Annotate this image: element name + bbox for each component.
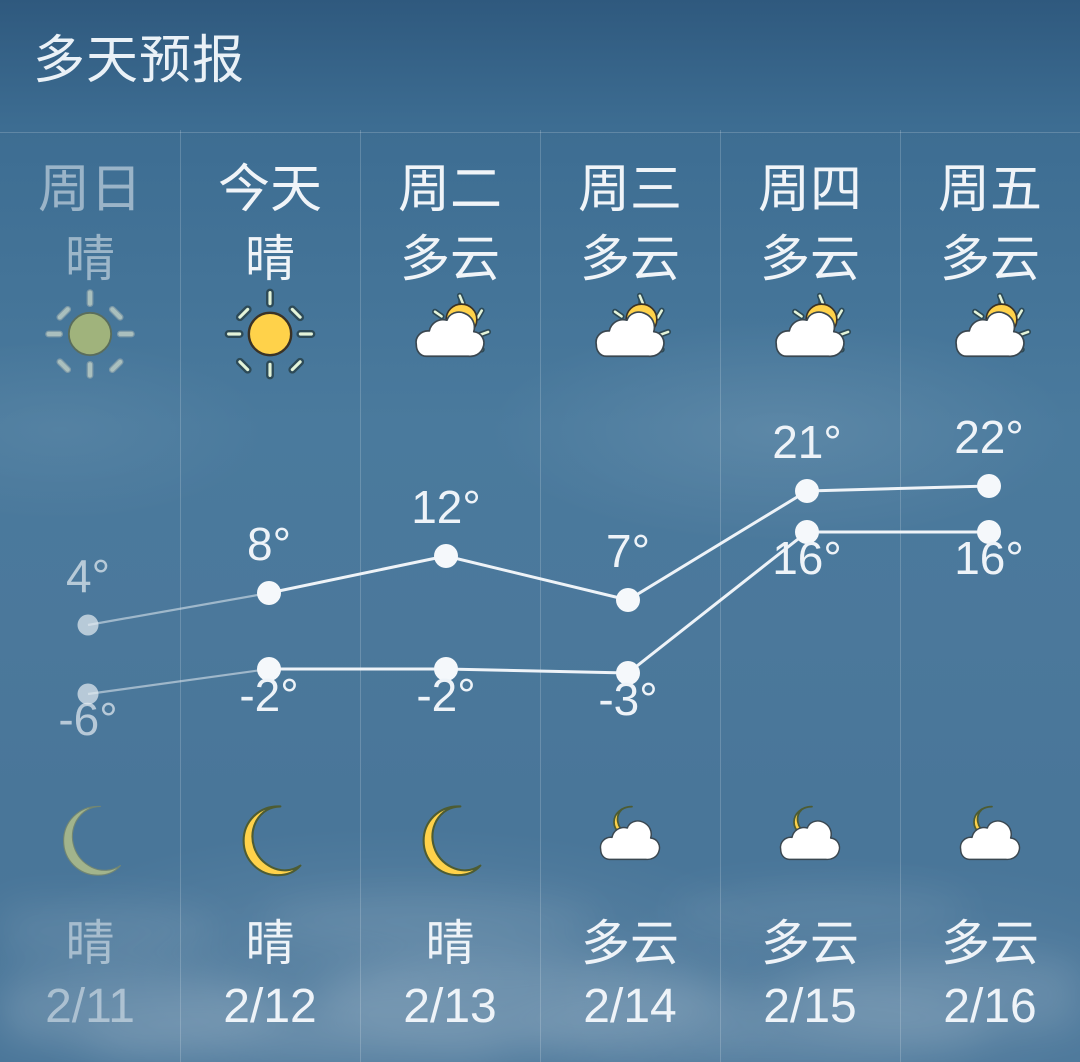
svg-text:12°: 12° bbox=[411, 481, 481, 533]
svg-text:-3°: -3° bbox=[598, 673, 657, 725]
svg-text:16°: 16° bbox=[772, 532, 842, 584]
svg-text:-2°: -2° bbox=[239, 669, 298, 721]
svg-text:16°: 16° bbox=[954, 532, 1024, 584]
svg-text:4°: 4° bbox=[66, 550, 110, 602]
svg-text:8°: 8° bbox=[247, 518, 291, 570]
svg-text:22°: 22° bbox=[954, 420, 1024, 463]
svg-text:-6°: -6° bbox=[58, 693, 117, 745]
svg-text:21°: 21° bbox=[772, 420, 842, 468]
svg-text:7°: 7° bbox=[606, 525, 650, 577]
svg-text:-2°: -2° bbox=[416, 669, 475, 721]
